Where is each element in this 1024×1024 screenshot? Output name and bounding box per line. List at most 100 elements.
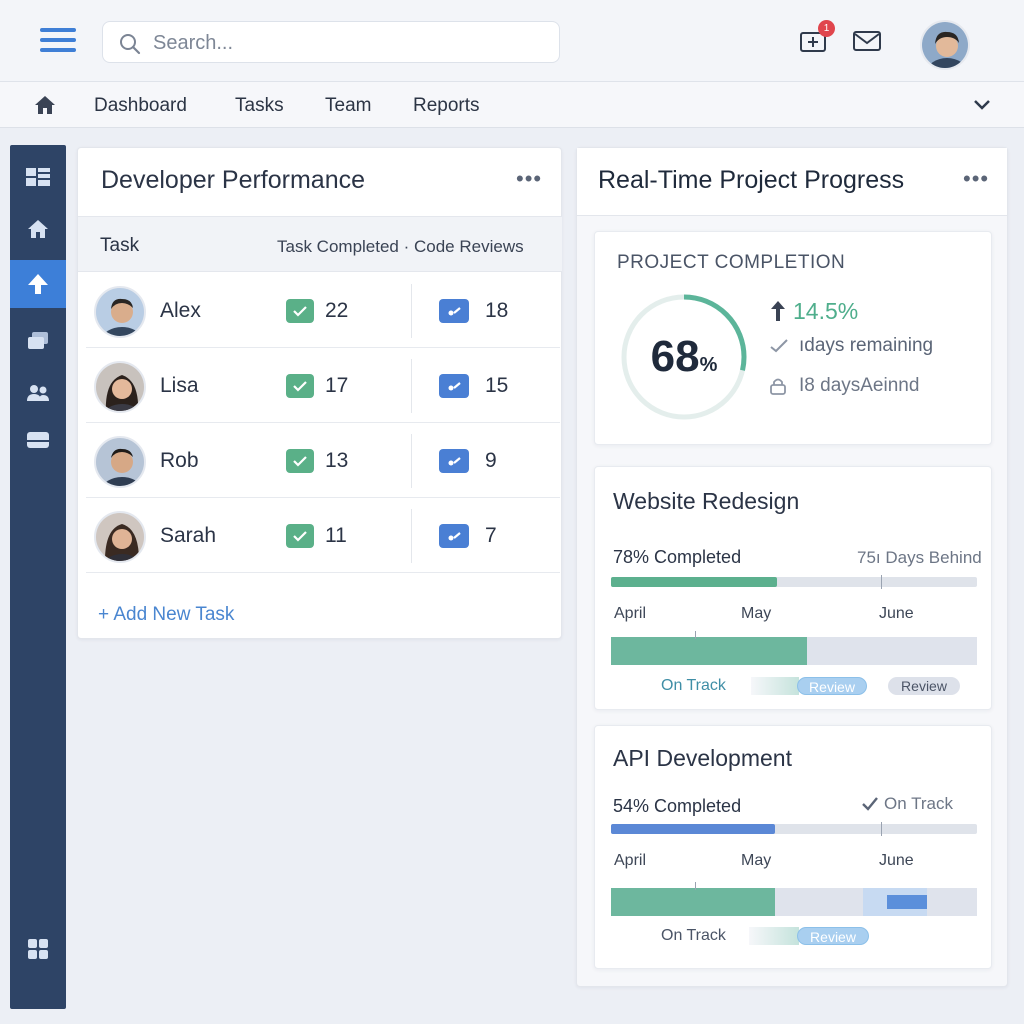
progress-bar-fill	[611, 824, 775, 834]
column-divider	[411, 284, 412, 338]
progress-bar	[611, 822, 977, 836]
status-on-track: On Track	[661, 677, 726, 694]
progress-bar-fill	[611, 577, 777, 587]
card-title: Real-Time Project Progress	[598, 166, 905, 194]
card-header	[577, 148, 1007, 216]
project-api-development[interactable]: API Development 54% Completed On Track A…	[594, 725, 992, 969]
timeline-fill	[611, 637, 807, 665]
search-icon	[120, 34, 141, 55]
table-row[interactable]: Lisa 17 15	[86, 349, 560, 423]
team-icon	[27, 385, 49, 401]
status-transition	[749, 927, 799, 945]
sidebar-item-team[interactable]	[10, 369, 66, 417]
add-notification-icon[interactable]	[799, 30, 827, 54]
column-header-metrics: Task Completed · Code Reviews	[277, 237, 524, 256]
sidebar	[10, 145, 66, 1009]
month-label: April	[614, 605, 647, 622]
table-row[interactable]: Alex 22 18	[86, 274, 560, 348]
task-completed-icon	[286, 299, 314, 323]
mail-icon[interactable]	[853, 31, 881, 51]
tasks-completed-value: 22	[325, 299, 349, 322]
top-bar: 1	[0, 0, 1024, 82]
month-label: May	[741, 605, 772, 622]
arrow-up-icon	[771, 301, 785, 321]
add-new-task-button[interactable]: + Add New Task	[98, 604, 235, 625]
completion-value: 68%	[619, 292, 749, 422]
task-completed-icon	[286, 449, 314, 473]
developer-name: Alex	[160, 299, 201, 322]
check-icon	[770, 339, 788, 353]
more-options-icon[interactable]: •••	[963, 166, 990, 191]
days-behind: I8 daysAeinnd	[799, 375, 920, 396]
table-header: Task Task Completed · Code Reviews	[78, 216, 562, 272]
code-review-icon	[439, 299, 469, 323]
table-row[interactable]: Rob 13 9	[86, 424, 560, 498]
timeline-fill	[611, 888, 775, 916]
column-header-task: Task	[100, 235, 140, 256]
home-icon[interactable]	[33, 94, 57, 116]
tasks-completed-value: 13	[325, 449, 349, 472]
tasks-completed-value: 17	[325, 374, 349, 397]
status-on-track: On Track	[661, 927, 726, 944]
notification-badge: 1	[818, 20, 835, 37]
sidebar-item-storage[interactable]	[10, 416, 66, 464]
menu-icon[interactable]	[40, 28, 76, 54]
nav-bar: Dashboard Tasks Team Reports	[0, 82, 1024, 128]
nav-dashboard[interactable]: Dashboard	[94, 95, 187, 116]
tasks-completed-value: 11	[325, 524, 347, 547]
month-label: June	[879, 852, 914, 869]
code-review-icon	[439, 374, 469, 398]
code-review-icon	[439, 524, 469, 548]
search-bar[interactable]	[102, 21, 560, 63]
user-avatar[interactable]	[920, 20, 970, 70]
home-icon	[28, 220, 48, 238]
sidebar-item-messages[interactable]	[10, 317, 66, 365]
timeline-bar	[611, 631, 977, 665]
progress-bar	[611, 575, 977, 589]
upload-icon	[28, 274, 48, 294]
more-options-icon[interactable]: •••	[516, 166, 543, 191]
sidebar-item-dashboard[interactable]	[10, 153, 66, 201]
task-completed-icon	[286, 524, 314, 548]
dashboard-icon	[26, 168, 50, 186]
nav-team[interactable]: Team	[325, 95, 372, 116]
code-reviews-value: 18	[485, 299, 509, 322]
month-label: May	[741, 852, 772, 869]
code-reviews-value: 15	[485, 374, 509, 397]
project-completed-text: 78% Completed	[613, 547, 742, 567]
code-reviews-value: 7	[485, 524, 497, 547]
avatar	[94, 436, 146, 488]
days-behind-note: 75ı Days Behind	[857, 548, 982, 567]
search-input[interactable]	[153, 30, 543, 56]
nav-reports[interactable]: Reports	[413, 95, 480, 116]
status-transition	[751, 677, 799, 695]
completion-change: 14.5%	[793, 298, 859, 324]
project-website-redesign[interactable]: Website Redesign 78% Completed 75ı Days …	[594, 466, 992, 710]
sidebar-item-apps[interactable]	[10, 925, 66, 973]
code-review-icon	[439, 449, 469, 473]
project-completion-label: PROJECT COMPLETION	[617, 252, 846, 273]
table-row[interactable]: Sarah 11 7	[86, 499, 560, 573]
review-pill[interactable]: Review	[797, 677, 867, 695]
sidebar-item-home[interactable]	[10, 205, 66, 253]
completion-ring	[621, 294, 747, 420]
nav-tasks[interactable]: Tasks	[235, 95, 284, 116]
column-divider	[411, 434, 412, 488]
project-progress-card: Real-Time Project Progress ••• PROJECT C…	[576, 147, 1008, 987]
review-pill[interactable]: Review	[888, 677, 960, 695]
lock-icon	[770, 378, 786, 395]
card-title: Developer Performance	[101, 166, 366, 194]
avatar	[94, 511, 146, 563]
days-remaining: ıdays remaining	[799, 335, 934, 356]
completion-unit: %	[699, 354, 718, 376]
storage-icon	[27, 432, 49, 448]
code-reviews-value: 9	[485, 449, 497, 472]
project-completion-panel: PROJECT COMPLETION 68% 14.5% ıdays remai…	[594, 231, 992, 445]
sidebar-item-upload[interactable]	[10, 260, 66, 308]
chevron-down-icon[interactable]	[972, 96, 992, 112]
developer-name: Sarah	[160, 524, 217, 547]
review-pill[interactable]: Review	[797, 927, 869, 945]
apps-icon	[28, 939, 48, 959]
timeline-segment	[887, 895, 927, 909]
check-icon	[862, 797, 878, 811]
